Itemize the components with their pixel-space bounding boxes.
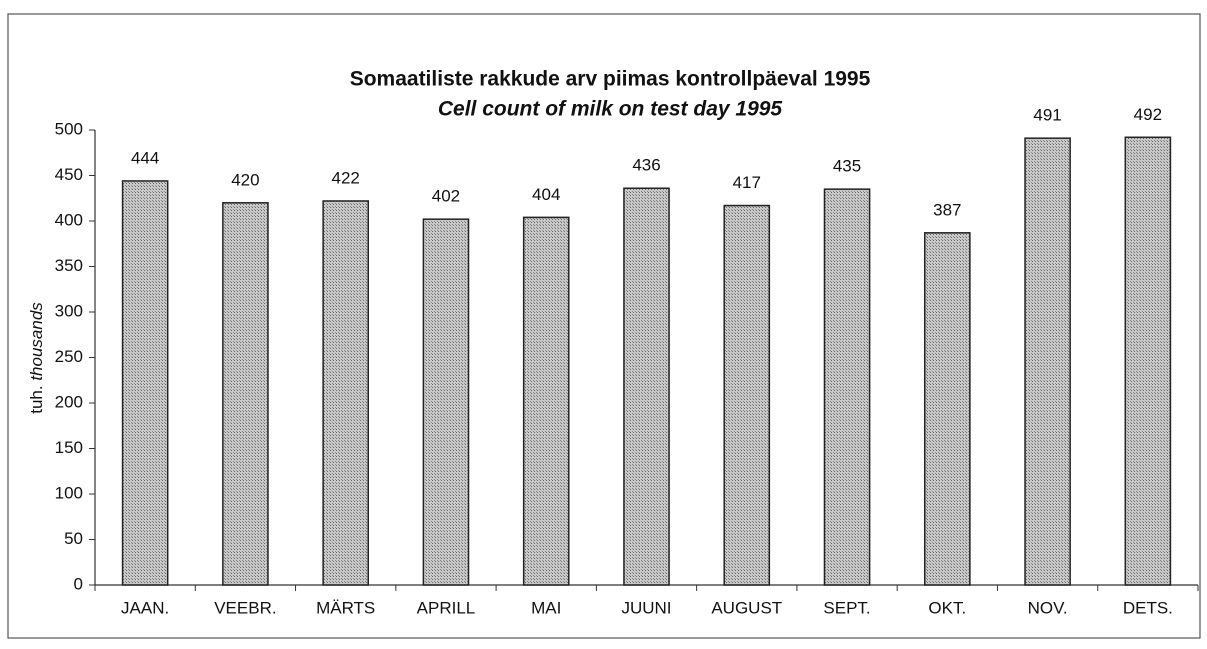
bar xyxy=(422,218,470,586)
x-tick-label: OKT. xyxy=(928,598,966,617)
data-label: 387 xyxy=(933,200,961,219)
y-tick-label: 400 xyxy=(55,210,83,229)
bar xyxy=(924,232,971,586)
data-label: 420 xyxy=(231,170,259,189)
data-label: 436 xyxy=(632,156,660,175)
y-tick-label: 200 xyxy=(55,392,83,411)
y-tick-label: 100 xyxy=(55,483,83,502)
data-label: 444 xyxy=(131,148,159,167)
chart-title: Somaatiliste rakkude arv piimas kontroll… xyxy=(350,68,871,91)
y-tick-label: 250 xyxy=(55,347,83,366)
x-tick-label: SEPT. xyxy=(823,598,870,617)
data-label: 422 xyxy=(331,168,359,187)
data-label: 492 xyxy=(1134,105,1162,124)
bar xyxy=(222,202,269,586)
data-label: 491 xyxy=(1033,106,1061,125)
y-tick-label: 150 xyxy=(55,438,83,457)
y-tick-label: 0 xyxy=(74,574,83,593)
y-axis-label: tuh. thousands xyxy=(27,302,46,414)
bar xyxy=(121,180,169,586)
chart-subtitle: Cell count of milk on test day 1995 xyxy=(438,98,783,121)
bar xyxy=(1024,137,1071,586)
bar xyxy=(322,200,369,586)
y-axis-label-english: thousands xyxy=(27,302,46,381)
y-tick-label: 500 xyxy=(55,119,83,138)
data-label: 402 xyxy=(432,187,460,206)
bar xyxy=(723,204,771,586)
bar xyxy=(823,188,871,586)
data-label: 435 xyxy=(833,157,861,176)
y-tick-label: 50 xyxy=(64,529,83,548)
y-tick-label: 300 xyxy=(55,301,83,320)
data-label: 417 xyxy=(733,173,761,192)
chart-frame xyxy=(7,13,1201,639)
x-tick-label: JAAN. xyxy=(121,598,169,617)
bar xyxy=(623,187,670,586)
y-tick-label: 450 xyxy=(55,165,83,184)
x-tick-label: MÄRTS xyxy=(316,598,375,617)
x-tick-label: MAI xyxy=(531,598,561,617)
x-tick-label: DETS. xyxy=(1123,598,1173,617)
bar xyxy=(522,216,570,586)
x-tick-label: JUUNI xyxy=(621,598,671,617)
y-axis-label-local: tuh. xyxy=(27,385,46,413)
bar xyxy=(1124,136,1172,586)
x-tick-label: AUGUST xyxy=(711,598,782,617)
data-label: 404 xyxy=(532,185,560,204)
x-tick-label: VEEBR. xyxy=(214,598,276,617)
y-tick-label: 350 xyxy=(55,256,83,275)
x-tick-label: NOV. xyxy=(1028,598,1068,617)
x-tick-label: APRILL xyxy=(417,598,476,617)
